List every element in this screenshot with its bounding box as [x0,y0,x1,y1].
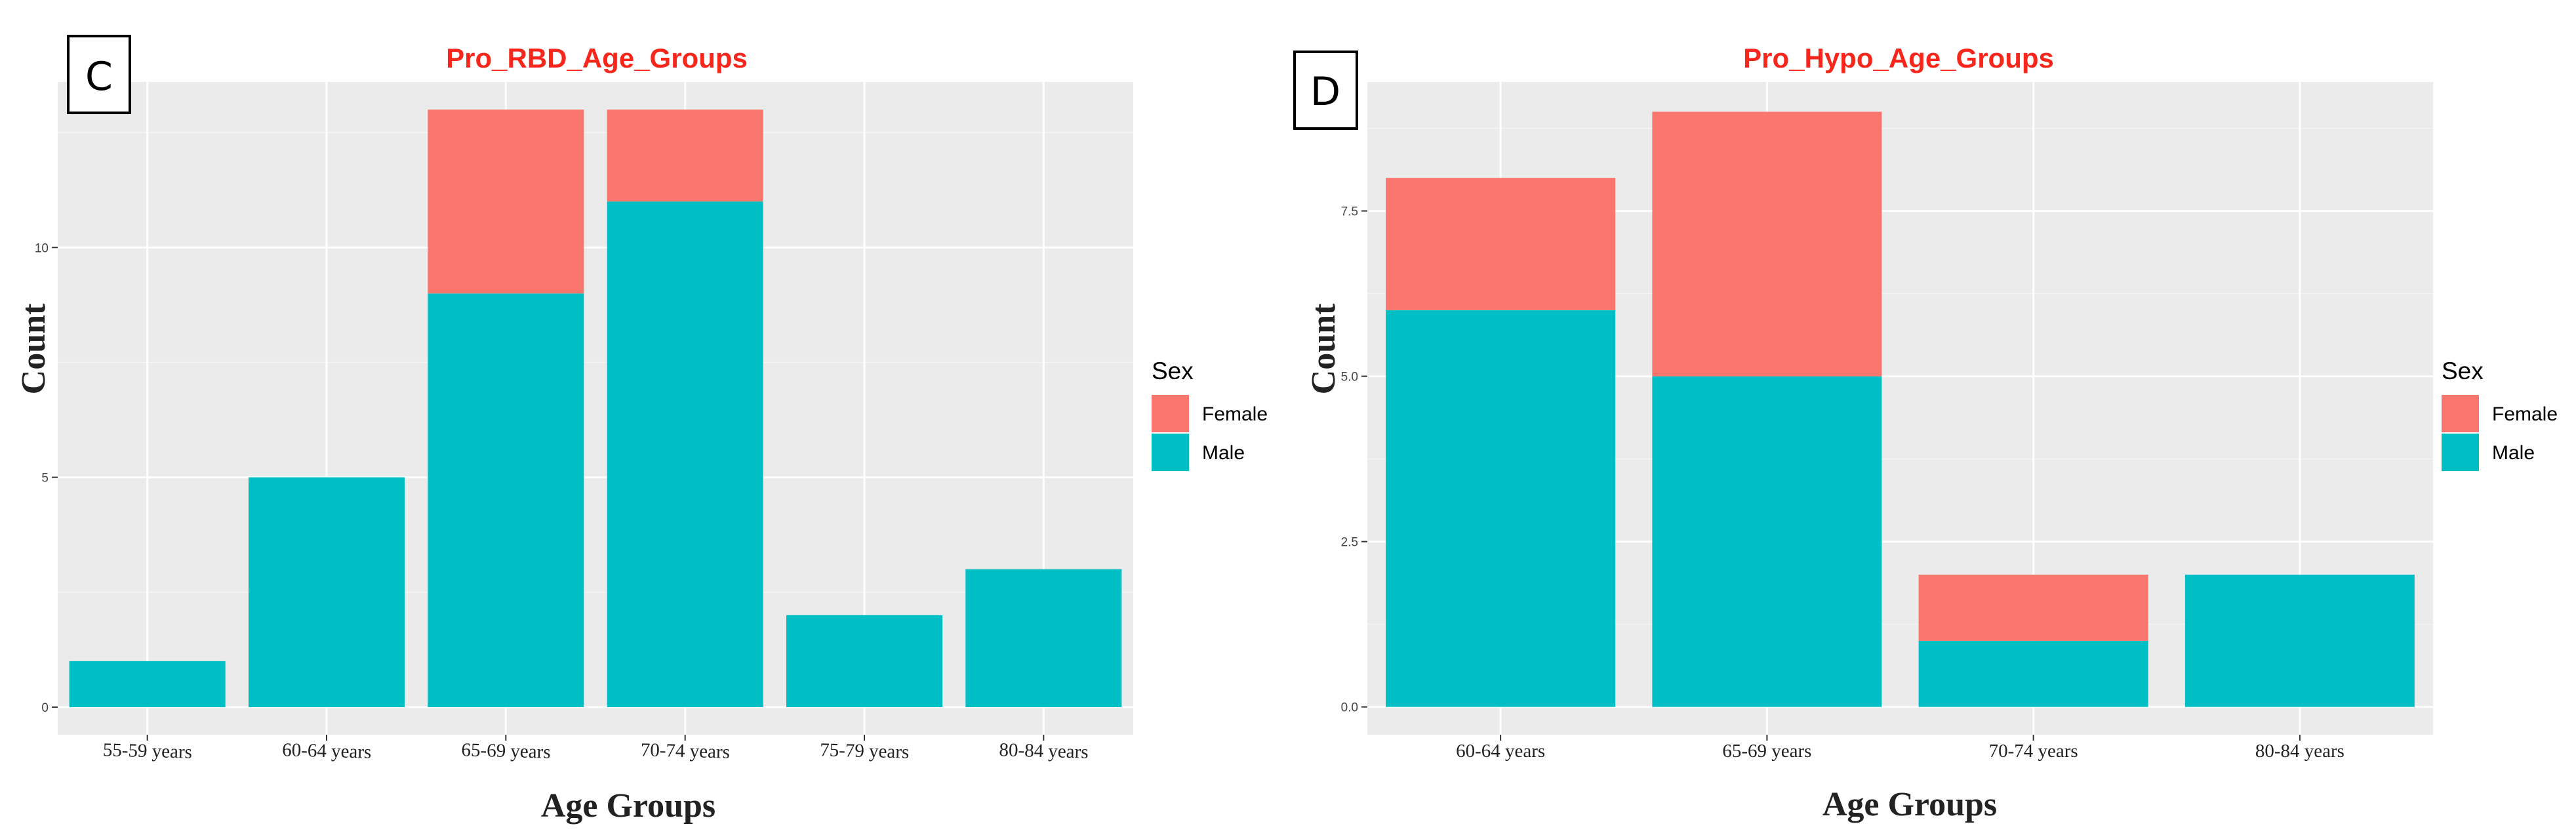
y-tick-label: 2.5 [1341,536,1358,550]
chart-pro-hypo: 0.0 2.5 5.0 7.5 60-64 years 65-69 years 70-74 … [1293,43,2558,823]
y-tick-label: 0 [41,701,49,715]
x-tick-label: 60-64 years [282,739,372,763]
x-tick-label: 75-79 years [820,739,910,763]
legend-title: Sex [2442,358,2484,384]
panel-letter-box [1293,51,1358,130]
legend-swatch-female [1152,395,1189,432]
legend-title: Sex [1152,358,1194,384]
legend-label-male: Male [2492,442,2535,464]
bar-male [249,477,405,707]
plot-panel-background [58,82,1133,735]
y-axis-title: Count [1305,303,1342,394]
chart-title: Pro_Hypo_Age_Groups [1743,43,2054,73]
y-tick-label: 10 [35,241,49,255]
y-tick-label: 5.0 [1341,371,1358,384]
legend-swatch-male [2442,434,2479,471]
bar-male [1386,310,1616,707]
x-tick-label: 70-74 years [640,739,730,763]
legend-label-female: Female [1202,403,1268,425]
bar-male [786,615,942,707]
y-tick-label: 5 [41,472,49,485]
x-tick-label: 65-69 years [1722,741,1811,762]
chart-pro-rbd: 0 5 10 55-59 years 60-64 years 65-69 years 70-… [15,35,1268,825]
panel-letter-box [67,35,131,114]
panel-letter: C [85,54,113,100]
legend-swatch-female [2442,395,2479,432]
x-tick-label: 55-59 years [102,739,192,763]
chart-title: Pro_RBD_Age_Groups [446,43,748,73]
x-axis-title: Age Groups [541,787,715,825]
bar-male [965,569,1122,707]
x-tick-label: 80-84 years [2255,741,2345,762]
bar-female [1652,112,1882,377]
y-axis-title: Count [15,303,52,394]
x-tick-label: 70-74 years [1989,741,2078,762]
panel-letter: D [1310,69,1340,115]
bar-female [607,110,763,202]
x-axis-title: Age Groups [1822,786,1997,823]
bar-female [1386,178,1616,310]
x-tick-label: 80-84 years [999,739,1089,763]
x-tick-label: 60-64 years [1456,741,1545,762]
bar-male [428,293,584,707]
bar-male [1918,640,2148,707]
bar-male [69,661,226,707]
bar-male [2184,575,2415,707]
bar-male [1652,376,1882,707]
bar-female [428,110,584,294]
x-tick-label: 65-69 years [461,739,551,763]
y-tick-label: 7.5 [1341,205,1358,219]
bar-female [1918,575,2148,641]
legend-label-male: Male [1202,442,1245,464]
bar-male [607,201,763,707]
y-tick-label: 0.0 [1341,701,1358,715]
legend-label-female: Female [2492,403,2558,425]
legend-swatch-male [1152,434,1189,471]
